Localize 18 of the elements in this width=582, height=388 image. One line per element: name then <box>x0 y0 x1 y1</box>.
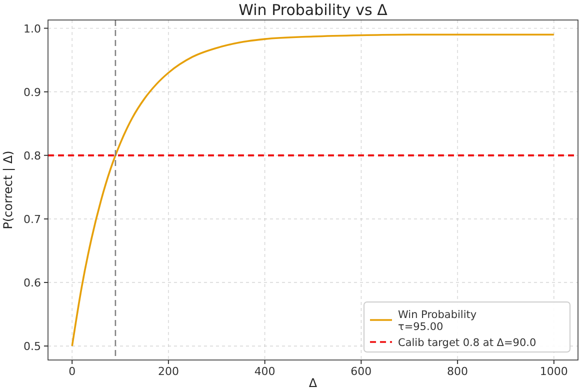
x-tick-label: 1000 <box>540 365 568 378</box>
chart-title: Win Probability vs Δ <box>238 1 388 19</box>
x-tick-label: 600 <box>350 365 372 378</box>
y-tick-label: 0.8 <box>24 149 41 162</box>
x-tick-label: 400 <box>254 365 276 378</box>
y-tick-label: 1.0 <box>24 22 41 36</box>
legend-label: Calib target 0.8 at Δ=90.0 <box>398 337 536 349</box>
line-series <box>71 34 555 347</box>
y-tick-label: 0.7 <box>24 212 41 226</box>
x-tick-label: 0 <box>68 365 76 378</box>
x-tick-label: 800 <box>447 365 468 378</box>
x-tick-label: 200 <box>158 365 179 378</box>
legend-label: Win Probability τ=95.00 <box>398 309 477 333</box>
y-tick-label: 0.9 <box>24 86 41 99</box>
y-axis-title: P(correct | Δ) <box>1 150 15 230</box>
y-tick-label: 0.5 <box>24 340 41 354</box>
x-axis-title: Δ <box>308 376 318 388</box>
y-tick-label: 0.6 <box>24 276 41 290</box>
